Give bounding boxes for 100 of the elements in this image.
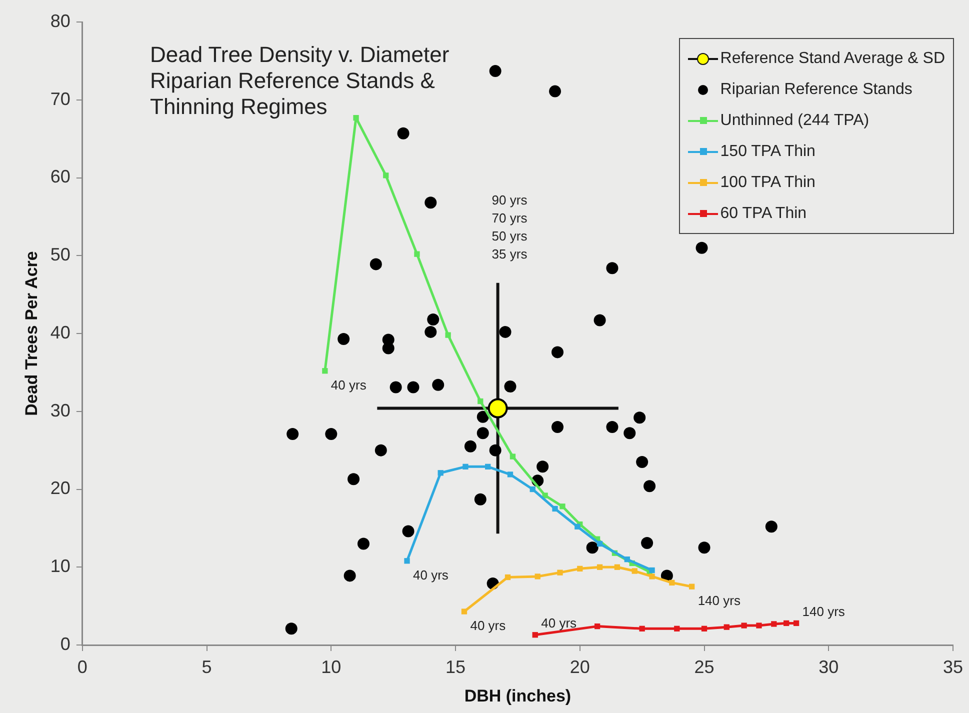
text: Dead Tree Density v. Diameter Riparian Reference Stands & Thinning Regimes	[150, 42, 450, 120]
point	[476, 410, 489, 423]
point	[370, 258, 382, 270]
annotation: 140 yrs	[802, 604, 846, 619]
annotation: 40 yrs	[470, 618, 506, 634]
point	[489, 65, 502, 78]
point	[504, 380, 516, 392]
point	[606, 262, 618, 274]
annotation: 40 yrs	[541, 615, 578, 630]
point	[624, 556, 630, 562]
point	[552, 346, 564, 358]
x-tick-label: 20	[570, 656, 590, 677]
annotation: 140 yrs	[698, 593, 741, 608]
point	[649, 574, 655, 580]
y-tick-label: 20	[50, 478, 70, 498]
y-tick-label: 80	[50, 10, 70, 31]
legend-label: Unthinned (244 TPA)	[720, 112, 870, 130]
point	[641, 536, 654, 549]
annotation: 70 yrs	[492, 210, 528, 226]
point	[649, 567, 655, 574]
annotation: 50 yrs	[492, 228, 528, 244]
legend-label: 150 TPA Thin	[720, 142, 816, 160]
point	[407, 381, 420, 394]
point	[507, 472, 514, 478]
point	[636, 456, 648, 468]
point	[510, 454, 516, 460]
point	[485, 464, 491, 470]
point	[698, 542, 710, 554]
point	[530, 486, 536, 492]
x-tick-label: 15	[446, 656, 466, 677]
point	[696, 242, 708, 254]
legend-label: 100 TPA Thin	[720, 174, 816, 192]
point	[374, 444, 387, 456]
annotation: 35 yrs	[492, 246, 528, 262]
point	[402, 525, 414, 538]
point	[461, 608, 468, 614]
point	[557, 570, 563, 576]
legend-label: Reference Stand Average & SD	[720, 50, 945, 68]
point	[499, 326, 512, 338]
point	[536, 460, 549, 473]
point	[414, 251, 420, 257]
point	[285, 622, 298, 635]
point	[445, 332, 451, 338]
point	[632, 568, 638, 574]
point	[357, 538, 370, 550]
x-tick-label: 10	[321, 656, 342, 677]
point	[756, 622, 762, 628]
y-tick-label: 0	[60, 634, 70, 654]
point	[634, 412, 646, 424]
point	[724, 624, 730, 630]
point	[353, 114, 359, 121]
x-tick-label: 25	[694, 656, 714, 677]
point	[669, 580, 675, 586]
point	[644, 480, 656, 492]
point	[674, 626, 680, 632]
point	[397, 127, 410, 140]
x-tick-label: 5	[202, 656, 212, 677]
x-axis-title: DBH (inches)	[464, 686, 572, 706]
annotation: 90 yrs	[492, 192, 528, 208]
point	[344, 570, 356, 582]
y-tick-label: 30	[50, 400, 70, 420]
point	[552, 506, 558, 512]
point	[438, 470, 444, 476]
point	[560, 504, 566, 510]
y-tick-label: 60	[50, 166, 70, 187]
y-tick-label: 50	[50, 244, 70, 265]
point	[639, 626, 645, 632]
point	[574, 524, 580, 530]
point	[771, 621, 777, 627]
point	[404, 558, 410, 564]
annotation: 40 yrs	[413, 567, 449, 582]
point	[614, 564, 620, 570]
point	[322, 368, 328, 374]
legend-label: 60 TPA Thin	[720, 204, 807, 222]
point	[532, 632, 538, 638]
point	[701, 626, 708, 632]
point	[594, 623, 600, 630]
y-tick-label: 40	[50, 322, 70, 342]
point	[474, 493, 486, 506]
annotation: 40 yrs	[330, 377, 367, 392]
point	[432, 378, 444, 391]
point	[793, 620, 800, 626]
point	[504, 574, 511, 580]
point	[596, 540, 603, 547]
point	[586, 542, 598, 554]
point	[348, 473, 360, 486]
point	[741, 622, 747, 628]
point	[338, 332, 350, 345]
point	[488, 398, 508, 418]
point	[424, 196, 437, 209]
point	[476, 427, 489, 440]
point	[549, 85, 562, 98]
y-tick-label: 70	[50, 88, 70, 109]
point	[624, 427, 636, 440]
point	[427, 313, 440, 326]
point	[534, 574, 540, 580]
point	[489, 444, 502, 456]
x-tick-label: 35	[942, 656, 964, 677]
point	[462, 464, 468, 470]
point	[596, 564, 603, 570]
